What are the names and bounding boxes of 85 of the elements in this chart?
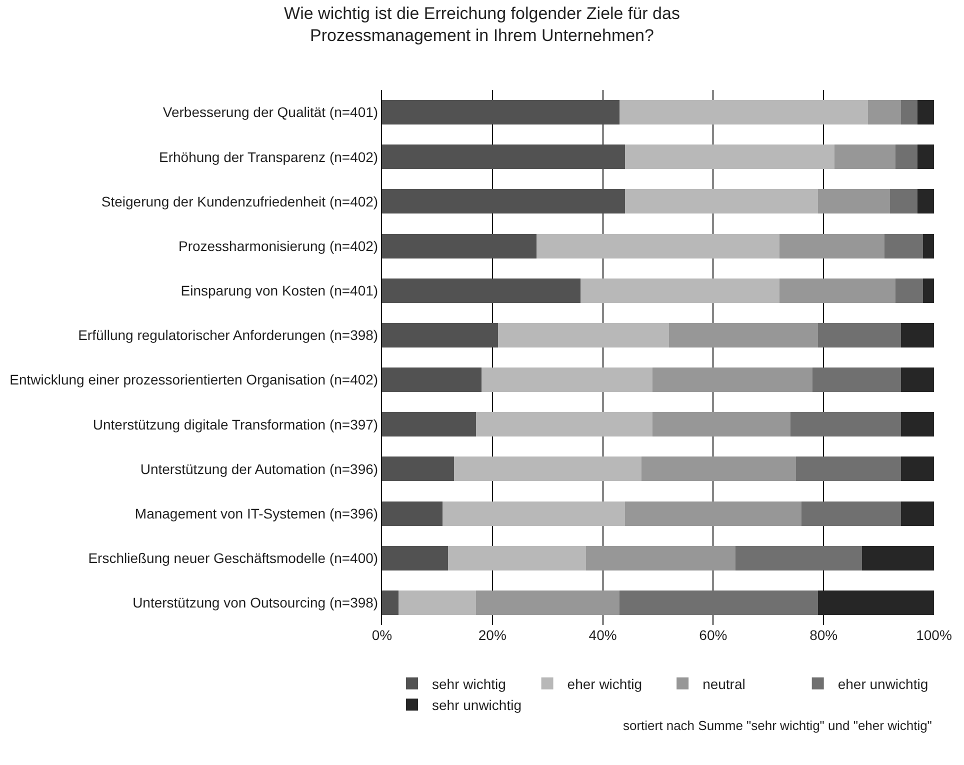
bar (779, 278, 896, 303)
bar (382, 144, 625, 170)
bar (481, 368, 652, 392)
bar (476, 412, 652, 437)
x-tick-label: 40% (588, 627, 617, 643)
y-tick-label: Steigerung der Kundenzufriedenheit (n=402) (101, 193, 378, 210)
bar (790, 412, 901, 437)
bar (382, 590, 399, 615)
bar (624, 144, 835, 170)
bar (900, 368, 934, 392)
y-tick-label: Erfüllung regulatorischer Anforderungen (n=398) (78, 327, 378, 344)
y-tick-label: Erhöhung der Transparenz (n=402) (159, 148, 378, 165)
bar (398, 590, 476, 615)
y-tick-label: Unterstützung von Outsourcing (n=398) (132, 594, 378, 611)
legend-label: sehr unwichtig (432, 697, 522, 714)
x-tick-label: 20% (478, 627, 506, 643)
bar (382, 189, 625, 214)
bar (382, 100, 620, 125)
bar (735, 546, 862, 570)
x-tick-label: 100% (916, 627, 952, 643)
bar (619, 100, 868, 125)
bar (922, 278, 934, 303)
y-tick-label: Management von IT-Systemen (n=396) (134, 505, 378, 522)
bar (448, 546, 586, 570)
bar (900, 322, 934, 348)
bar (818, 590, 934, 615)
bar (442, 501, 625, 526)
bar (619, 590, 818, 615)
bar (382, 234, 537, 258)
x-tick-label: 0% (372, 627, 392, 643)
legend-label: eher unwichtig (838, 676, 928, 692)
y-tick-label: Einsparung von Kosten (n=401) (180, 282, 378, 299)
y-tick-label: Prozessharmonisierung (n=402) (178, 238, 378, 254)
bar (382, 368, 482, 392)
y-tick-label: Verbesserung der Qualität (n=401) (162, 104, 378, 120)
text: sortiert nach Summe "sehr wichtig" und "eher wichtig" (623, 718, 932, 733)
y-tick-label: Unterstützung der Automation (n=396) (140, 460, 378, 477)
bar (802, 501, 901, 526)
bar (917, 144, 934, 170)
bar (536, 234, 780, 258)
bar (641, 456, 796, 482)
x-tick-label: 80% (810, 627, 838, 643)
bar (890, 189, 918, 214)
bar (818, 322, 901, 348)
bar (580, 278, 780, 303)
bar (498, 322, 670, 348)
bar (834, 144, 896, 170)
bar (900, 456, 934, 482)
bar (917, 189, 934, 214)
bar (868, 100, 901, 125)
bar (382, 278, 581, 303)
bar (884, 234, 923, 258)
y-tick-label: Entwicklung einer prozessorientierten Organisation (n=402) (10, 372, 378, 388)
bar (779, 234, 884, 258)
bar (796, 456, 901, 482)
bar (652, 368, 813, 392)
bar (652, 412, 790, 437)
legend-label: sehr wichtig (432, 676, 506, 692)
bar (900, 501, 934, 526)
bar (586, 546, 736, 570)
bar (382, 501, 443, 526)
legend-label: neutral (702, 676, 746, 692)
bar (624, 189, 818, 214)
bar (922, 234, 934, 258)
bar (862, 546, 934, 570)
bar (382, 546, 448, 570)
chart-title: Wie wichtig ist die Erreichung folgender Ziele für das Prozessmanagement in Ihrem Unternehmen? (284, 4, 680, 46)
bar (669, 322, 818, 348)
y-tick-label: Erschließung neuer Geschäftsmodelle (n=400) (88, 550, 378, 566)
bar (382, 412, 476, 437)
bar (382, 456, 454, 482)
bar (895, 144, 918, 170)
bar (454, 456, 642, 482)
y-tick-label: Unterstützung digitale Transformation (n=397) (92, 416, 378, 432)
bar (818, 189, 890, 214)
legend-label: eher wichtig (567, 676, 642, 692)
bar (382, 322, 498, 348)
bar (812, 368, 901, 392)
bar (917, 100, 934, 125)
bar (476, 590, 620, 615)
bar (900, 412, 934, 437)
bar (900, 100, 918, 125)
bar (624, 501, 802, 526)
bar (895, 278, 923, 303)
x-tick-label: 60% (699, 627, 728, 643)
